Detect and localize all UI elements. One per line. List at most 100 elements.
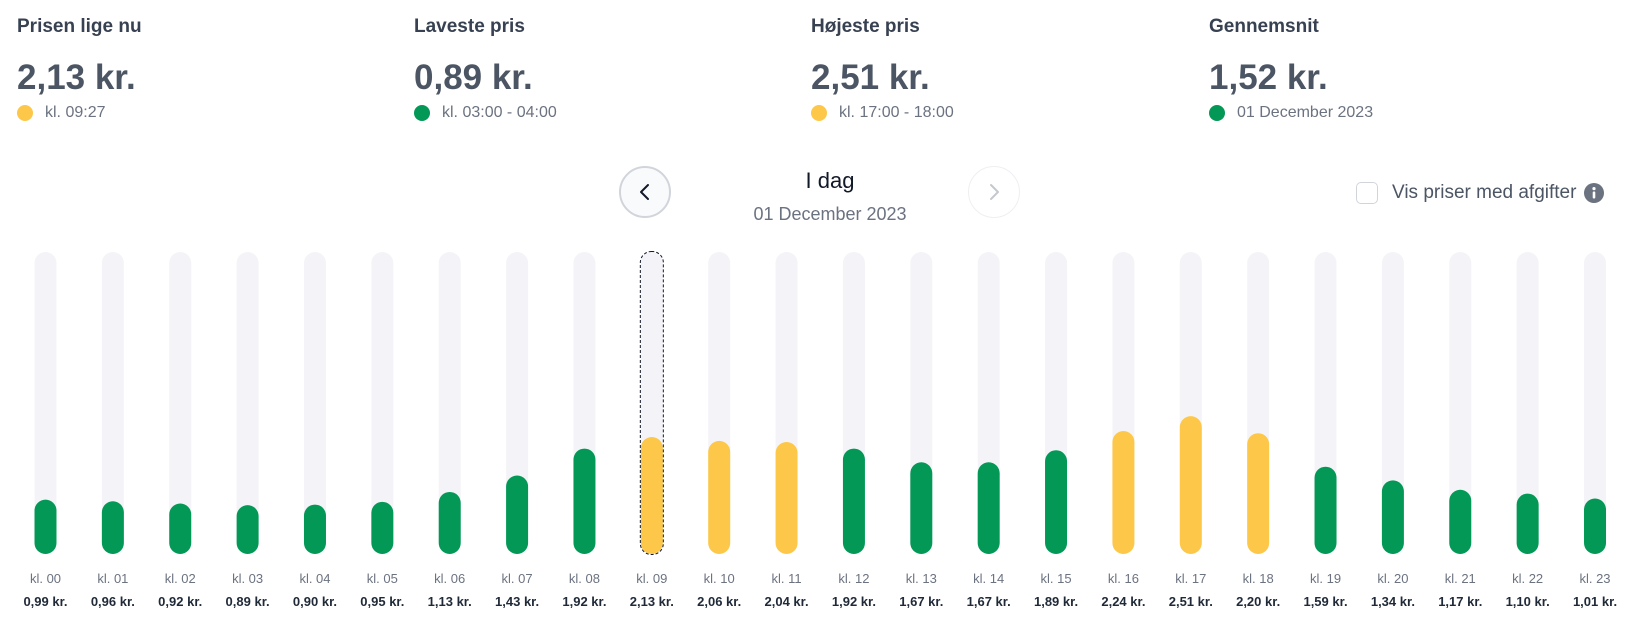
price-bar[interactable]	[1381, 480, 1404, 554]
bar-track	[236, 252, 259, 554]
hour-column[interactable]: kl. 14 1,67 kr.	[967, 252, 1011, 609]
price-bar[interactable]	[438, 491, 461, 554]
price-bar[interactable]	[573, 448, 596, 554]
price-bar[interactable]	[506, 475, 529, 554]
stat-sub-text: 01 December 2023	[1237, 104, 1374, 121]
hour-label: kl. 04	[299, 571, 330, 586]
hour-column[interactable]: kl. 22 1,10 kr.	[1506, 252, 1550, 609]
price-label: 0,96 kr.	[91, 594, 135, 609]
price-bar[interactable]	[910, 462, 933, 554]
price-label: 2,04 kr.	[765, 594, 809, 609]
price-bar[interactable]	[34, 499, 57, 554]
chevron-right-icon	[990, 184, 999, 200]
hour-column[interactable]: kl. 07 1,43 kr.	[495, 252, 539, 609]
hour-label: kl. 12	[838, 571, 869, 586]
hour-column[interactable]: kl. 16 2,24 kr.	[1101, 252, 1145, 609]
price-label: 1,01 kr.	[1573, 594, 1617, 609]
price-bar[interactable]	[775, 441, 798, 554]
day-label: I dag	[805, 168, 855, 193]
hour-label: kl. 16	[1108, 571, 1139, 586]
hour-label: kl. 13	[906, 571, 937, 586]
hour-column[interactable]: kl. 15 1,89 kr.	[1034, 252, 1078, 609]
hour-column[interactable]: kl. 10 2,06 kr.	[697, 252, 741, 609]
stat-lowest-price: Laveste pris 0,89 kr. kl. 03:00 - 04:00	[414, 16, 794, 122]
price-bar[interactable]	[1449, 489, 1472, 554]
hour-column[interactable]: kl. 20 1,34 kr.	[1371, 252, 1415, 609]
price-label: 0,90 kr.	[293, 594, 337, 609]
price-bar[interactable]	[1112, 431, 1135, 554]
stat-label: Højeste pris	[811, 16, 920, 37]
hour-column[interactable]: kl. 21 1,17 kr.	[1438, 252, 1482, 609]
price-label: 1,34 kr.	[1371, 594, 1415, 609]
hour-column[interactable]: kl. 00 0,99 kr.	[23, 252, 68, 609]
hour-column[interactable]: kl. 03 0,89 kr.	[226, 252, 270, 609]
hour-column[interactable]: kl. 19 1,59 kr.	[1303, 252, 1348, 609]
hour-column[interactable]: kl. 17 2,51 kr.	[1169, 252, 1213, 609]
price-label: 0,92 kr.	[158, 594, 202, 609]
hour-column[interactable]: kl. 13 1,67 kr.	[899, 252, 943, 609]
stat-value: 2,51 kr.	[811, 58, 930, 97]
hour-label: kl. 09	[636, 571, 667, 586]
stat-value: 2,13 kr.	[17, 58, 136, 97]
price-label: 1,17 kr.	[1438, 594, 1482, 609]
info-icon[interactable]	[1584, 183, 1605, 203]
price-bar[interactable]	[1516, 493, 1539, 554]
bar-track	[34, 252, 57, 554]
price-bar[interactable]	[640, 437, 663, 554]
price-bar[interactable]	[236, 505, 259, 554]
hour-label: kl. 02	[165, 571, 196, 586]
price-bar[interactable]	[101, 501, 124, 554]
hour-column[interactable]: kl. 01 0,96 kr.	[91, 252, 135, 609]
bar-track	[101, 252, 124, 554]
stat-sub: kl. 09:27	[17, 104, 397, 122]
hour-label: kl. 17	[1175, 571, 1206, 586]
bar-track	[1584, 252, 1607, 554]
stat-highest-price: Højeste pris 2,51 kr. kl. 17:00 - 18:00	[811, 16, 1191, 122]
tax-toggle[interactable]: Vis priser med afgifter	[1356, 182, 1605, 204]
tax-checkbox[interactable]	[1356, 182, 1378, 204]
status-dot-icon	[17, 105, 33, 121]
price-label: 2,24 kr.	[1101, 594, 1145, 609]
price-bar[interactable]	[371, 501, 394, 554]
hour-column[interactable]: kl. 18 2,20 kr.	[1236, 252, 1280, 609]
price-chart: kl. 00 0,99 kr. kl. 01 0,96 kr. kl. 02 0,92 k…	[23, 251, 1617, 610]
price-bar[interactable]	[708, 440, 731, 554]
hour-column[interactable]: kl. 06 1,13 kr.	[428, 252, 472, 609]
stat-label: Laveste pris	[414, 16, 525, 37]
hour-label: kl. 11	[772, 571, 802, 586]
hour-column[interactable]: kl. 12 1,92 kr.	[832, 252, 876, 609]
hour-column[interactable]: kl. 23 1,01 kr.	[1573, 252, 1617, 609]
price-bar[interactable]	[1179, 416, 1202, 554]
hour-label: kl. 00	[30, 571, 61, 586]
hour-column[interactable]: kl. 05 0,95 kr.	[360, 252, 404, 609]
hour-column[interactable]: kl. 08 1,92 kr.	[562, 252, 607, 609]
hour-label: kl. 19	[1310, 571, 1341, 586]
price-bar[interactable]	[1247, 433, 1270, 554]
price-label: 0,95 kr.	[360, 594, 404, 609]
hour-label: kl. 15	[1041, 571, 1072, 586]
bar-track	[303, 252, 326, 554]
hour-label: kl. 08	[569, 571, 600, 586]
price-bar[interactable]	[842, 448, 865, 554]
price-bar[interactable]	[977, 462, 1000, 554]
hour-column[interactable]: kl. 11 2,04 kr.	[765, 252, 809, 609]
price-label: 2,06 kr.	[697, 594, 741, 609]
price-bar[interactable]	[1314, 466, 1337, 554]
price-bar[interactable]	[169, 503, 192, 554]
price-label: 2,51 kr.	[1169, 594, 1213, 609]
hour-column[interactable]: kl. 02 0,92 kr.	[158, 252, 202, 609]
price-label: 1,92 kr.	[832, 594, 876, 609]
next-day-button[interactable]	[968, 166, 1020, 218]
hour-label: kl. 14	[973, 571, 1004, 586]
date-label: 01 December 2023	[753, 204, 907, 224]
price-label: 1,67 kr.	[967, 594, 1011, 609]
status-dot-icon	[811, 105, 827, 121]
tax-toggle-label[interactable]: Vis priser med afgifter	[1392, 182, 1577, 203]
price-bar[interactable]	[303, 504, 326, 554]
stat-value: 0,89 kr.	[414, 58, 533, 97]
previous-day-button[interactable]	[619, 166, 671, 218]
price-bar[interactable]	[1584, 498, 1607, 554]
price-bar[interactable]	[1045, 450, 1068, 554]
hour-column[interactable]: kl. 04 0,90 kr.	[293, 252, 337, 609]
hour-column[interactable]: kl. 09 2,13 kr.	[630, 251, 674, 610]
